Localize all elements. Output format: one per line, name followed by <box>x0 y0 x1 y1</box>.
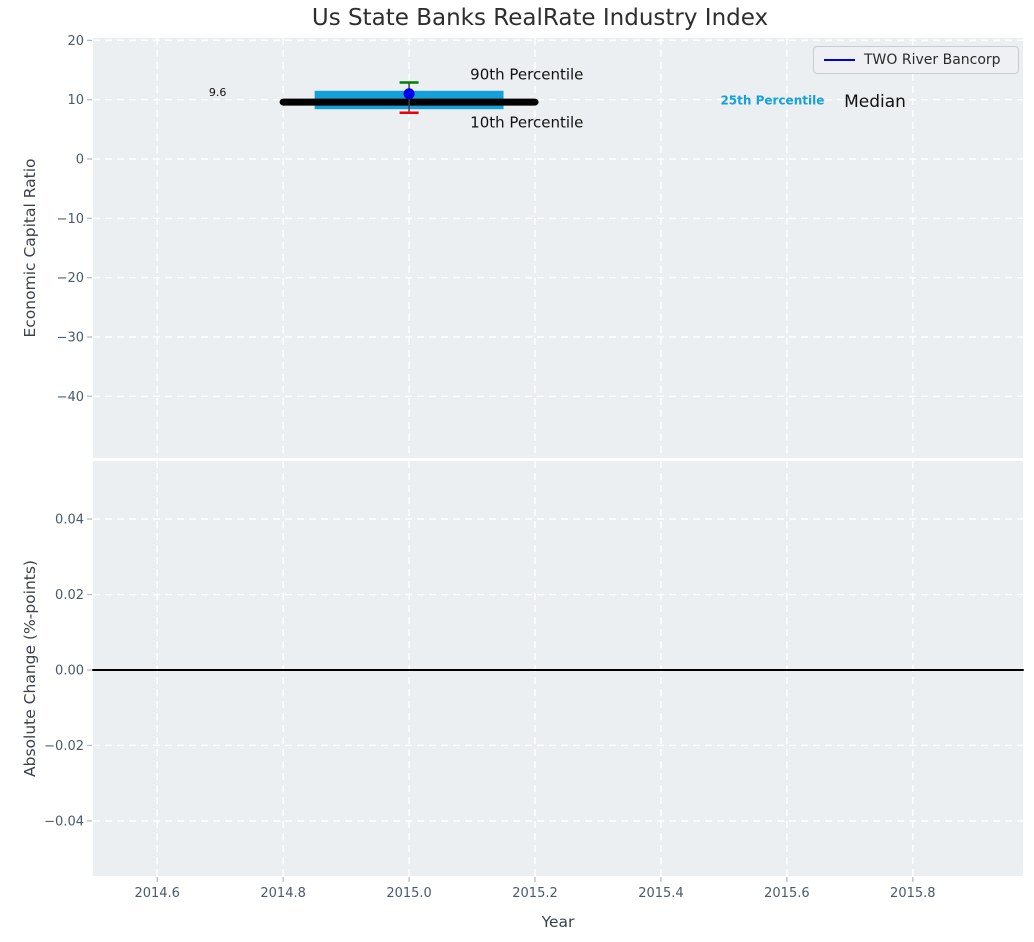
absolute-change-ylabel: Absolute Change (%-points) <box>21 560 39 777</box>
x-tick-label: 2015.6 <box>764 886 810 901</box>
y-tick-label: −30 <box>57 330 84 345</box>
y-tick-label: −0.02 <box>44 739 84 754</box>
y-tick-label: 20 <box>67 34 84 49</box>
label-median-value: 9.6 <box>209 86 227 99</box>
legend-line-sample <box>824 59 855 61</box>
x-tick-label: 2014.8 <box>260 886 306 901</box>
y-tick-label: −40 <box>57 390 84 405</box>
y-tick-label: 0.04 <box>55 513 84 528</box>
absolute-change-panel <box>93 461 1023 876</box>
legend: TWO River Bancorp <box>813 46 1019 74</box>
y-tick-label: −0.04 <box>44 814 84 829</box>
x-tick-label: 2015.0 <box>386 886 432 901</box>
x-tick-label: 2015.2 <box>512 886 558 901</box>
label-90th-percentile: 90th Percentile <box>470 65 583 83</box>
x-tick-label: 2014.6 <box>134 886 180 901</box>
chart-title: Us State Banks RealRate Industry Index <box>311 5 769 31</box>
y-tick-label: 0 <box>76 153 84 168</box>
x-tick-label: 2015.4 <box>638 886 684 901</box>
y-tick-label: 0.00 <box>55 664 84 679</box>
legend-entry-label: TWO River Bancorp <box>864 52 1001 68</box>
label-10th-percentile: 10th Percentile <box>470 113 583 131</box>
economic-capital-ratio-ylabel: Economic Capital Ratio <box>21 158 39 337</box>
y-tick-label: 0.02 <box>55 588 84 603</box>
y-tick-label: −20 <box>57 271 84 286</box>
two-river-bancorp-marker <box>403 88 415 100</box>
label-25th-percentile: 25th Percentile <box>720 93 824 107</box>
y-tick-label: −10 <box>57 212 84 227</box>
economic-capital-ratio-panel <box>93 38 1023 458</box>
y-tick-label: 10 <box>67 93 84 108</box>
x-tick-label: 2015.8 <box>890 886 936 901</box>
label-median: Median <box>844 92 906 112</box>
absolute-change-xlabel: Year <box>541 913 575 931</box>
